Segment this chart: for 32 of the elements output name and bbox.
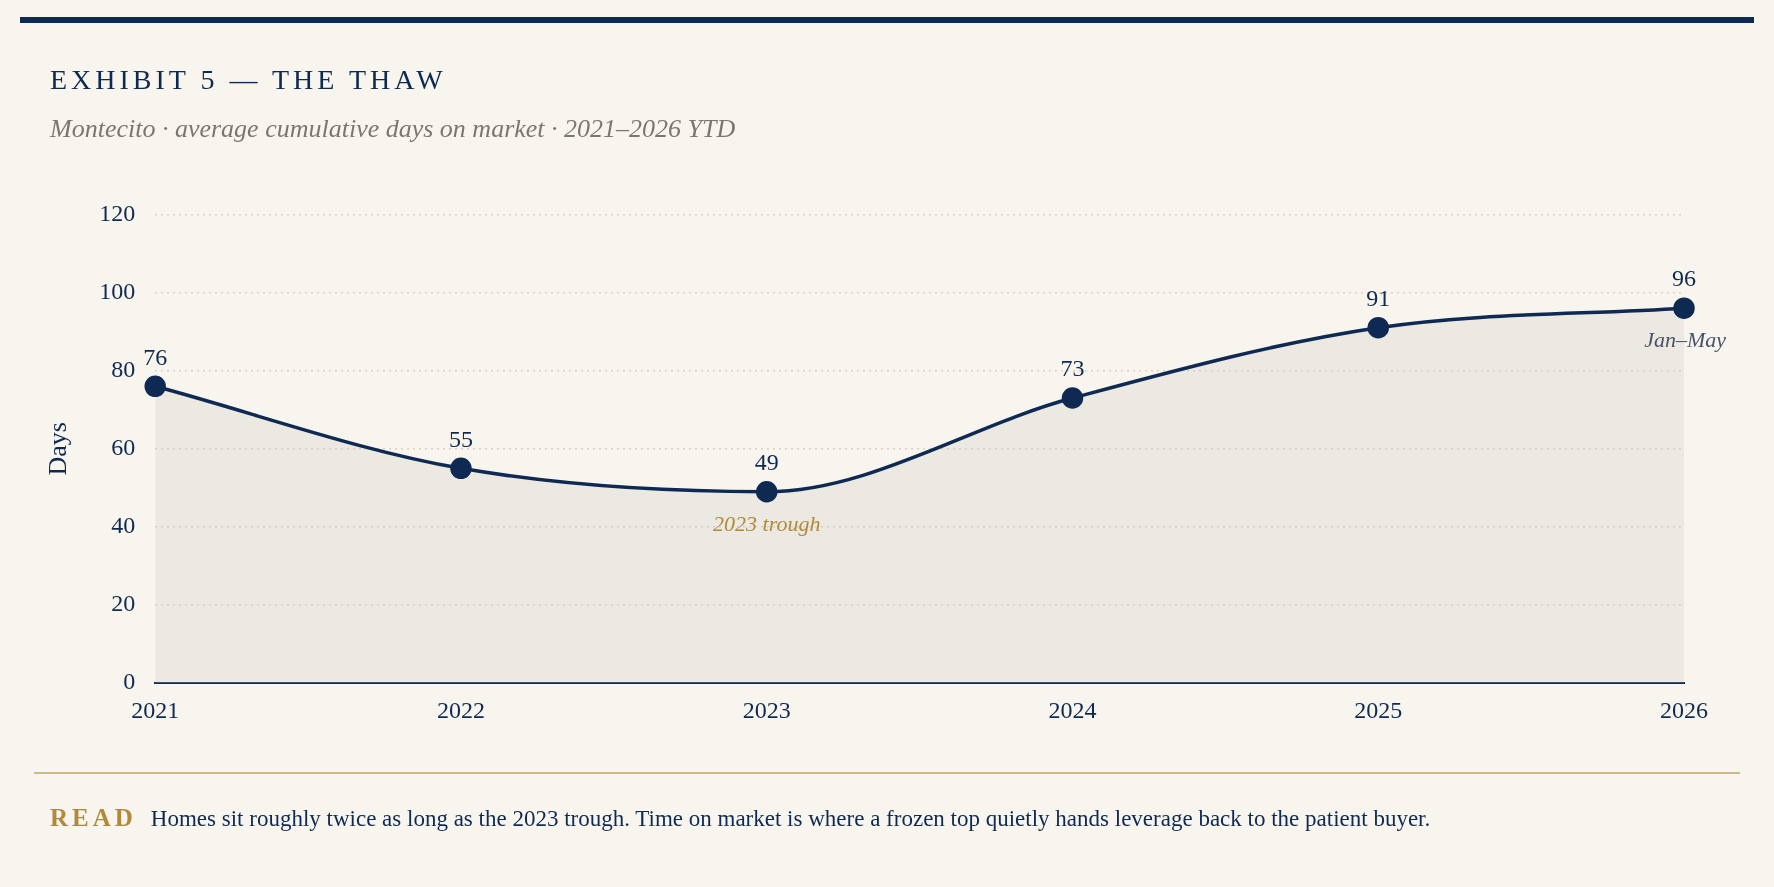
y-tick-label: 100 xyxy=(99,277,136,304)
annotation: Jan–May xyxy=(1644,326,1727,352)
data-label: 55 xyxy=(448,425,473,452)
y-tick-label: 40 xyxy=(111,512,136,539)
point xyxy=(755,481,778,503)
point xyxy=(1673,297,1695,319)
y-tick-label: 60 xyxy=(111,434,136,461)
data-label: 96 xyxy=(1672,265,1696,292)
x-tick-label: 2021 xyxy=(131,696,180,723)
x-tick-label: 2024 xyxy=(1048,696,1097,723)
data-label: 76 xyxy=(143,343,168,370)
chart-title: EXHIBIT 5 — THE THAW xyxy=(50,64,447,96)
y-tick-label: 0 xyxy=(123,668,136,695)
data-label: 49 xyxy=(754,449,779,476)
point xyxy=(450,457,472,480)
y-tick-label: 80 xyxy=(111,355,136,382)
chart-subtitle: Montecito · average cumulative days on market · 2021–2026 YTD xyxy=(50,114,736,144)
y-tick-label: 20 xyxy=(111,590,136,617)
x-tick-label: 2025 xyxy=(1354,696,1403,723)
point xyxy=(144,375,166,398)
text: READ xyxy=(50,804,137,831)
y-tick-label: 120 xyxy=(99,199,136,226)
text: Homes sit roughly twice as long as the 2023 trough. Time on market is where a frozen top quietly hands leverage back to the patient buyer. xyxy=(150,806,1431,831)
point xyxy=(1061,387,1084,409)
point xyxy=(1367,316,1389,339)
x-tick-label: 2023 xyxy=(742,696,791,723)
data-label: 73 xyxy=(1060,355,1085,382)
annotation: 2023 trough xyxy=(713,510,821,536)
y-axis-title: Days xyxy=(43,422,73,476)
x-tick-label: 2026 xyxy=(1660,696,1708,723)
x-tick-label: 2022 xyxy=(436,696,485,723)
data-label: 91 xyxy=(1366,284,1391,311)
